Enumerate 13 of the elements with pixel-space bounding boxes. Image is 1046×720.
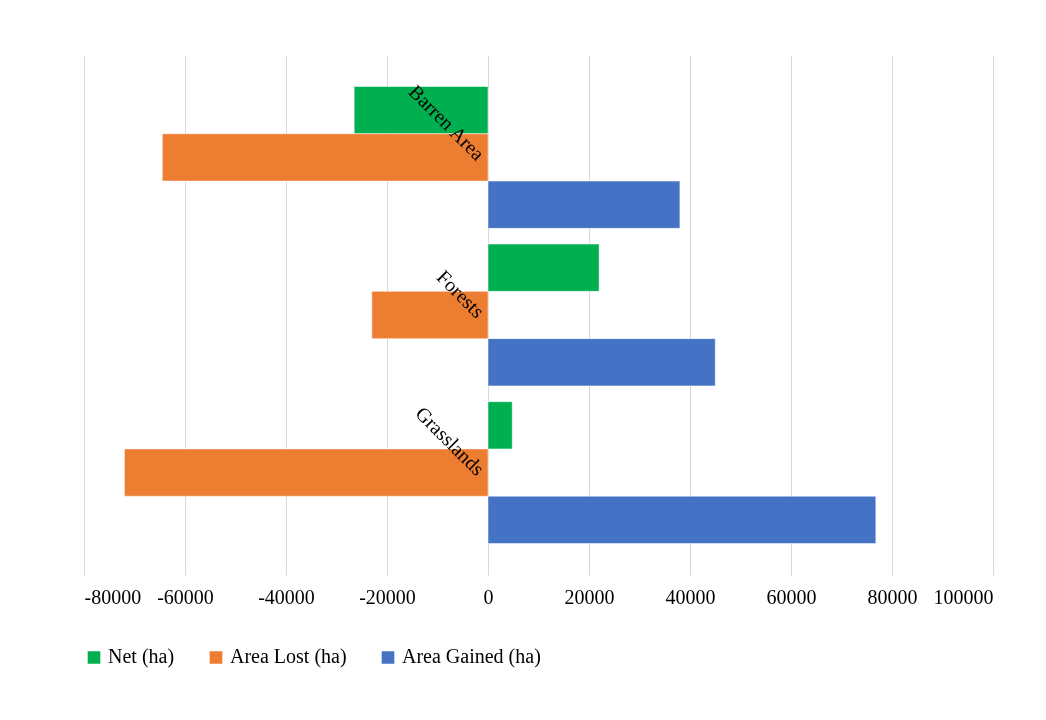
legend-label: Area Gained (ha) bbox=[402, 645, 541, 669]
x-tick-label: -20000 bbox=[359, 585, 416, 608]
legend-label: Net (ha) bbox=[108, 645, 175, 669]
x-tick-label: 80000 bbox=[867, 585, 918, 608]
x-tick-label: -60000 bbox=[157, 585, 214, 608]
x-tick-label: -40000 bbox=[258, 585, 315, 608]
legend-label: Area Lost (ha) bbox=[230, 645, 347, 669]
x-tick-label: 60000 bbox=[766, 585, 817, 608]
x-tick-label: 40000 bbox=[665, 585, 716, 608]
x-tick-label: 100000 bbox=[933, 585, 994, 608]
x-tick-label: -80000 bbox=[84, 585, 142, 608]
x-tick-label: 20000 bbox=[564, 585, 615, 608]
x-tick-label: 0 bbox=[483, 585, 494, 608]
